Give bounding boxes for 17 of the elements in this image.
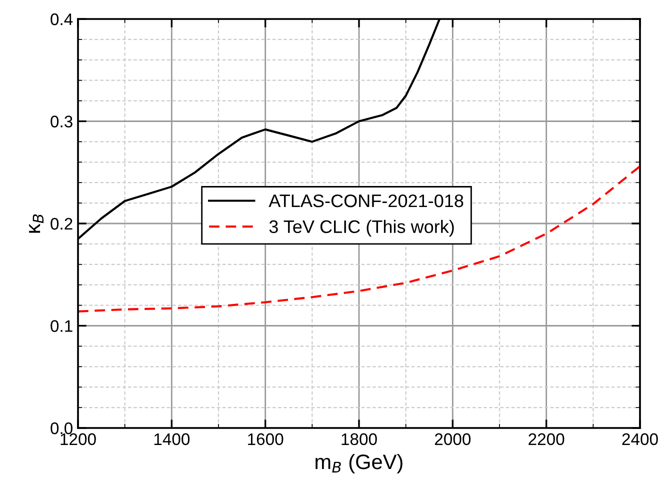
y-axis-title: κ$_{B}$ [29,214,44,233]
x-tick-label: 1200 [60,433,96,446]
x-axis-title: m$_{B}$ (GeV) [316,454,402,474]
y-tick-label: 0.3 [50,116,72,128]
y-tick-label: 0.2 [50,218,72,230]
y-tick-label: 0.1 [50,320,72,332]
y-tick-label: 0.4 [50,13,73,26]
legend-label: 3 TeV CLIC (This work) [269,220,454,237]
line-series [78,165,640,312]
x-tick-label: 2200 [528,433,564,446]
x-tick-label: 2400 [622,433,658,446]
y-tick-label: 0.0 [50,422,72,434]
x-tick-label: 1800 [342,433,377,446]
x-tick-label: 2000 [434,433,471,446]
x-tick-label: 1600 [248,433,284,446]
legend-label: ATLAS-CONF-2021-018 [268,194,464,208]
x-tick-label: 1400 [154,433,190,446]
